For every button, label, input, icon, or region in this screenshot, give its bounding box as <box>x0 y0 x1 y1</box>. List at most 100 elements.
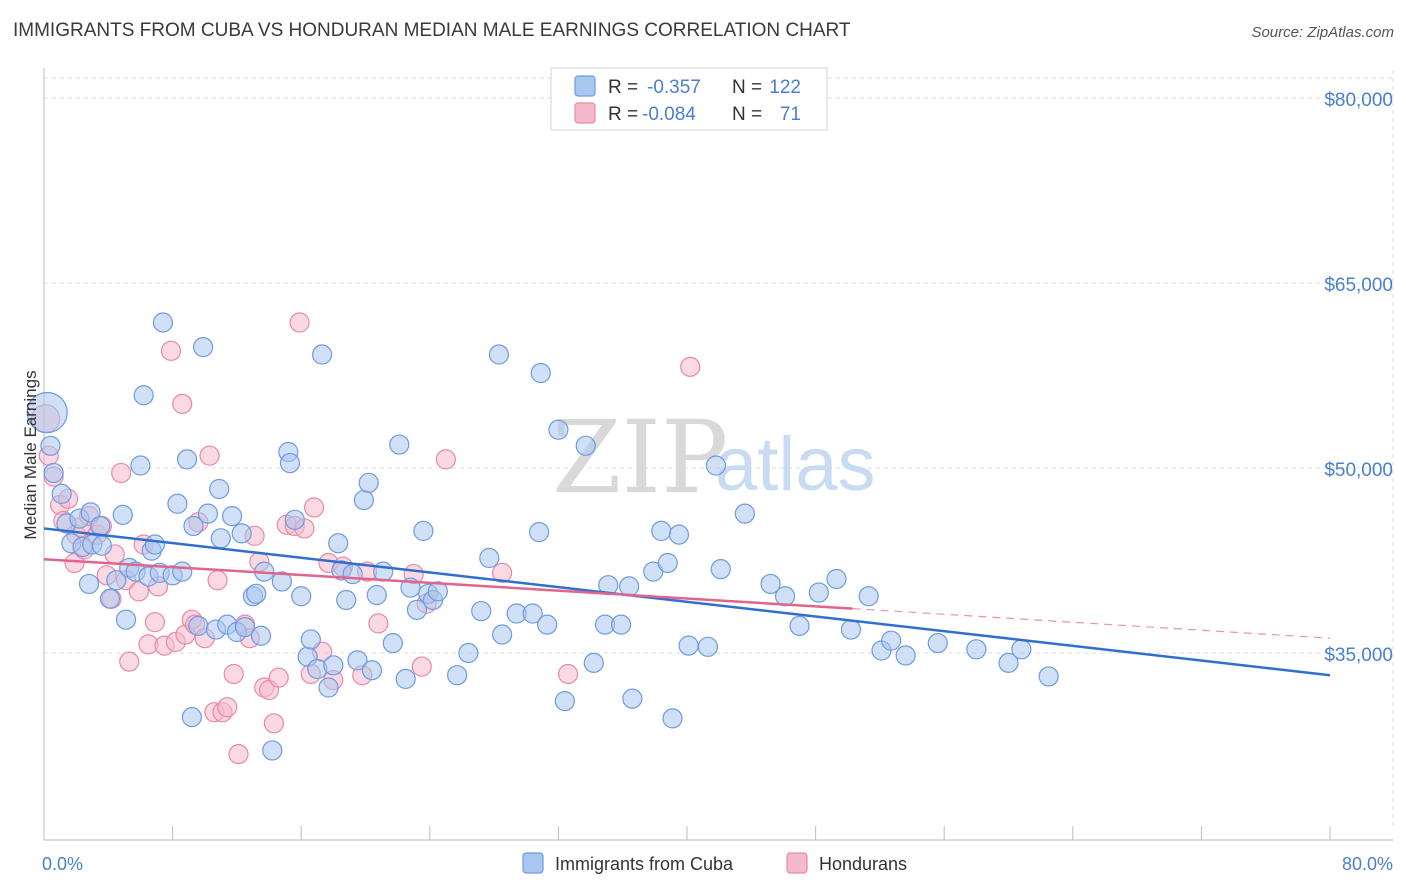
point-cuba <box>91 535 112 556</box>
point-cuba <box>112 504 133 525</box>
source-label: Source: ZipAtlas.com <box>1251 24 1394 41</box>
point-hondurans <box>128 581 149 602</box>
point-cuba <box>575 435 596 456</box>
point-cuba <box>697 636 718 657</box>
point-cuba <box>413 520 434 542</box>
point-cuba <box>382 633 403 654</box>
point-hondurans <box>492 562 513 583</box>
legend-label-cuba: Immigrants from Cuba <box>555 854 734 874</box>
point-cuba <box>271 571 293 592</box>
point-cuba <box>366 584 387 606</box>
point-hondurans <box>199 445 220 466</box>
point-cuba <box>858 586 879 607</box>
point-cuba <box>406 599 428 620</box>
watermark: ZIP atlas <box>552 399 876 516</box>
point-hondurans <box>411 656 432 677</box>
series-legend: Immigrants from Cuba Hondurans <box>522 852 907 874</box>
point-hondurans <box>303 497 325 518</box>
legend-label-hondurans: Hondurans <box>819 854 907 874</box>
trend-lines <box>43 527 1331 677</box>
point-cuba <box>342 563 363 585</box>
point-cuba <box>705 455 727 476</box>
point-cuba <box>133 385 154 406</box>
point-cuba <box>353 489 374 511</box>
point-cuba <box>26 391 68 434</box>
point-hondurans <box>268 667 289 688</box>
stats-n-label-hondurans: N = <box>732 104 762 125</box>
point-cuba <box>193 337 214 358</box>
stats-n-value-hondurans: 71 <box>780 104 801 125</box>
point-cuba <box>537 614 558 635</box>
point-cuba <box>610 614 632 635</box>
watermark-zip: ZIP <box>552 399 728 516</box>
point-hondurans <box>368 613 389 634</box>
point-cuba <box>710 559 731 580</box>
point-cuba <box>221 505 243 527</box>
point-cuba <box>760 573 781 595</box>
point-cuba <box>43 462 64 484</box>
point-cuba <box>323 655 344 676</box>
stats-legend-frame <box>550 67 828 131</box>
point-cuba <box>210 528 231 549</box>
point-hondurans <box>557 663 579 685</box>
point-cuba <box>998 652 1019 673</box>
point-cuba <box>927 633 948 654</box>
point-cuba <box>774 586 796 607</box>
point-cuba <box>152 312 174 333</box>
point-cuba <box>231 523 252 544</box>
point-cuba <box>311 344 333 365</box>
point-cuba <box>358 472 379 493</box>
point-cuba <box>250 625 272 646</box>
trend-line-cuba <box>43 527 1331 677</box>
watermark-atlas: atlas <box>715 422 876 507</box>
point-hondurans <box>263 713 284 734</box>
point-cuba <box>106 570 127 591</box>
point-hondurans <box>217 697 238 718</box>
point-cuba <box>826 568 847 590</box>
point-cuba <box>840 619 862 640</box>
point-cuba <box>492 624 513 645</box>
point-cuba <box>427 581 448 602</box>
y-tick-label: $80,000 <box>1324 90 1393 111</box>
point-cuba <box>1038 666 1059 687</box>
point-hondurans <box>228 744 249 765</box>
point-hondurans <box>435 449 456 470</box>
point-cuba <box>808 582 829 603</box>
point-hondurans <box>289 312 310 333</box>
stats-r-label-cuba: R = <box>608 77 638 98</box>
point-cuba <box>328 533 349 554</box>
point-cuba <box>176 449 198 470</box>
point-cuba <box>183 515 204 537</box>
stats-n-label-cuba: N = <box>732 77 762 98</box>
point-cuba <box>789 615 810 636</box>
point-cuba <box>395 668 416 690</box>
point-cuba <box>130 455 151 476</box>
point-cuba <box>662 708 683 729</box>
point-cuba <box>234 616 256 638</box>
point-cuba <box>530 362 551 384</box>
point-cuba <box>583 652 604 673</box>
point-cuba <box>554 690 575 712</box>
point-cuba <box>51 483 72 504</box>
point-cuba <box>197 503 219 524</box>
stats-legend: R = -0.357 N = 122 R = -0.084 N = 71 <box>550 67 828 131</box>
point-cuba <box>895 645 916 666</box>
point-hondurans <box>207 570 228 591</box>
point-cuba <box>548 419 569 440</box>
point-cuba <box>447 665 468 686</box>
series-immigrants-from-cuba <box>26 312 1059 761</box>
point-cuba <box>373 561 394 582</box>
point-cuba <box>99 588 121 609</box>
point-cuba <box>361 660 383 681</box>
point-cuba <box>622 688 643 709</box>
legend-swatch-cuba <box>522 852 544 874</box>
point-cuba <box>300 629 321 650</box>
legend-swatch-hondurans <box>786 852 808 874</box>
y-tick-label: $50,000 <box>1324 460 1393 481</box>
point-cuba <box>479 547 500 569</box>
point-cuba <box>678 635 699 656</box>
point-cuba <box>291 586 312 607</box>
point-hondurans <box>111 462 132 484</box>
x-tick-label-max: 80.0% <box>1342 854 1393 874</box>
